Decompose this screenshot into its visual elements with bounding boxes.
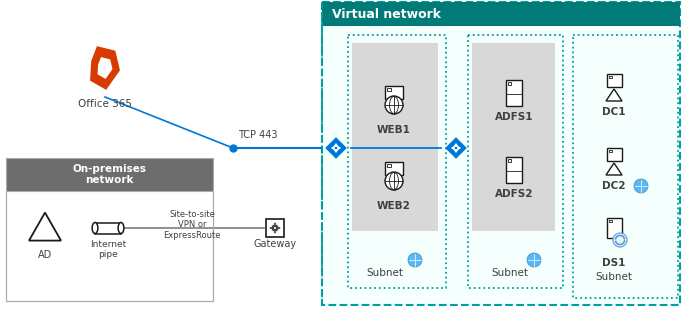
Text: ADFS1: ADFS1 — [494, 112, 533, 122]
Bar — [508, 159, 511, 162]
Ellipse shape — [92, 222, 98, 233]
Bar — [95, 222, 121, 233]
Bar — [387, 164, 391, 167]
Bar — [352, 43, 438, 231]
Polygon shape — [29, 212, 61, 241]
Polygon shape — [325, 137, 347, 159]
Polygon shape — [98, 57, 113, 79]
Bar — [508, 82, 511, 85]
Text: WEB2: WEB2 — [377, 201, 411, 211]
Text: Site-to-site
VPN or
ExpressRoute: Site-to-site VPN or ExpressRoute — [163, 210, 221, 240]
Text: WEB1: WEB1 — [377, 125, 411, 135]
Bar — [607, 148, 622, 161]
Polygon shape — [606, 89, 622, 101]
Circle shape — [527, 253, 541, 267]
Text: DS1: DS1 — [602, 258, 626, 268]
Circle shape — [385, 96, 403, 114]
Bar — [506, 157, 522, 183]
Text: Subnet: Subnet — [596, 272, 632, 282]
Text: Subnet: Subnet — [492, 268, 529, 278]
Text: Office 365: Office 365 — [78, 99, 132, 109]
Polygon shape — [606, 163, 622, 175]
Bar — [6, 158, 213, 301]
Bar — [607, 218, 622, 238]
Bar — [506, 80, 522, 106]
Text: TCP 443: TCP 443 — [238, 130, 277, 140]
Bar — [348, 35, 446, 288]
Text: Virtual network: Virtual network — [332, 7, 441, 21]
Ellipse shape — [118, 222, 124, 233]
Text: AD: AD — [38, 250, 52, 260]
Text: ADFS2: ADFS2 — [494, 189, 533, 199]
Bar — [266, 219, 284, 237]
Bar — [322, 2, 680, 305]
Circle shape — [634, 179, 648, 193]
Bar — [609, 220, 611, 222]
Text: DC1: DC1 — [602, 107, 626, 117]
Polygon shape — [90, 46, 120, 90]
Bar — [385, 162, 403, 175]
Circle shape — [613, 233, 627, 247]
Bar — [609, 150, 611, 152]
Text: Internet
pipe: Internet pipe — [90, 240, 126, 259]
Bar — [322, 2, 680, 26]
Bar — [387, 88, 391, 90]
Bar — [609, 76, 611, 78]
Bar — [385, 86, 403, 99]
Text: On-premises
network: On-premises network — [72, 164, 146, 185]
Bar — [573, 35, 678, 298]
Bar — [6, 191, 213, 301]
Text: DC2: DC2 — [602, 181, 626, 191]
Bar — [6, 158, 213, 191]
Polygon shape — [445, 137, 466, 159]
Circle shape — [385, 172, 403, 190]
Text: Gateway: Gateway — [253, 239, 296, 249]
Text: Subnet: Subnet — [367, 268, 404, 278]
Bar — [607, 74, 622, 87]
Bar — [472, 43, 555, 231]
Circle shape — [408, 253, 422, 267]
Bar — [468, 35, 563, 288]
